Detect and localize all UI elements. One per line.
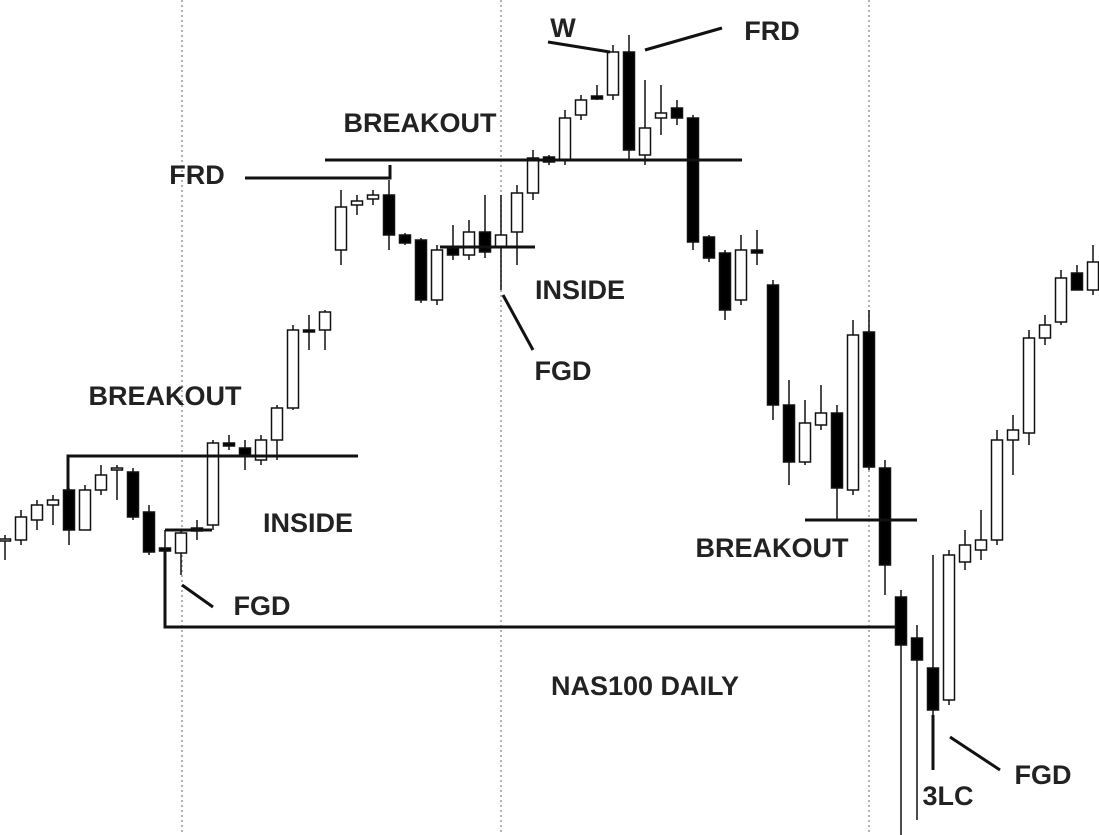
candle-body (302, 329, 316, 333)
leader-line (644, 26, 723, 52)
candle-body (926, 667, 940, 711)
candle-body (318, 311, 332, 331)
candle-body (606, 51, 620, 96)
leader-line (501, 294, 535, 351)
annotation-label: INSIDE (535, 275, 625, 305)
candle-body (718, 252, 732, 311)
candle-body (878, 467, 892, 566)
candle-body (670, 107, 684, 119)
annotation-label: W (550, 13, 576, 43)
candle-body (782, 404, 796, 463)
candle-body (942, 554, 956, 701)
candle-body (62, 489, 76, 531)
annotation-label: FGD (234, 591, 291, 621)
candle-body (990, 439, 1004, 541)
annotation-label: FGD (1015, 760, 1072, 790)
candle-body (590, 95, 604, 100)
candle-body (478, 231, 492, 253)
candle-body (1086, 261, 1099, 291)
candle-body (398, 234, 412, 244)
candle-body (446, 247, 460, 256)
candle-body (206, 442, 220, 526)
candle-body (14, 516, 28, 541)
candle-body (766, 284, 780, 406)
candle-body (46, 499, 60, 506)
candle-body (862, 331, 876, 468)
candle-body (622, 51, 636, 151)
candle-body (238, 447, 252, 456)
candle-body (30, 504, 44, 521)
annotations: W FRD BREAKOUT FRD INSIDE FGD BREAKOUT INSIDE FG… (89, 13, 1072, 811)
candle-body (558, 117, 572, 161)
candle-body (734, 249, 748, 301)
candle-body (414, 239, 428, 301)
candle-body (654, 112, 668, 119)
annotation-label: BREAKOUT (344, 108, 498, 138)
candle-body (126, 471, 140, 518)
leader-line (949, 735, 1001, 772)
candle-body (334, 206, 348, 251)
candle-body (430, 249, 444, 301)
candle-body (110, 467, 124, 471)
annotation-label: INSIDE (263, 508, 353, 538)
annotation-lines (66, 26, 1001, 772)
candle-body (494, 234, 508, 248)
annotation-label: BREAKOUT (89, 381, 243, 411)
candle-body (462, 231, 476, 256)
candle-body (254, 439, 268, 461)
candle-body (974, 539, 988, 551)
separators (181, 0, 870, 835)
candle-body (94, 474, 108, 491)
candle-body (1054, 277, 1068, 323)
candle-body (382, 194, 396, 236)
candle-body (574, 99, 588, 116)
candle-body (1022, 337, 1036, 434)
frd-line (245, 165, 392, 180)
annotation-label: BREAKOUT (696, 533, 850, 563)
leader-line (181, 583, 214, 609)
candle-body (1038, 324, 1052, 339)
candle-body (270, 407, 284, 441)
candle-body (686, 117, 700, 243)
annotation-label: FRD (744, 16, 800, 46)
candle-body (1070, 272, 1084, 291)
candle-body (702, 236, 716, 259)
candle-body (222, 442, 236, 447)
leader-line (547, 40, 611, 54)
candle-body (0, 538, 12, 542)
annotation-label: FRD (169, 160, 225, 190)
support-line (163, 548, 895, 629)
candle-body (510, 192, 524, 233)
candle-body (830, 412, 844, 489)
annotation-label: 3LC (922, 781, 973, 811)
chart-title: NAS100 DAILY (551, 671, 739, 701)
candle-body (958, 544, 972, 563)
candle-body (526, 157, 540, 194)
candle-body (78, 489, 92, 531)
candle-body (142, 511, 156, 553)
candle-body (174, 532, 188, 554)
candle-body (894, 596, 908, 646)
candle-body (1006, 429, 1020, 441)
candles (0, 35, 1099, 835)
candle-body (814, 412, 828, 426)
candle-body (350, 200, 364, 206)
candle-body (846, 334, 860, 491)
candle-body (638, 127, 652, 156)
candle-body (910, 637, 924, 661)
candle-body (286, 329, 300, 409)
candle-body (798, 422, 812, 463)
candle-body (366, 194, 380, 200)
annotation-label: FGD (535, 356, 592, 386)
breakout-line (66, 454, 358, 490)
candle-body (750, 249, 764, 254)
